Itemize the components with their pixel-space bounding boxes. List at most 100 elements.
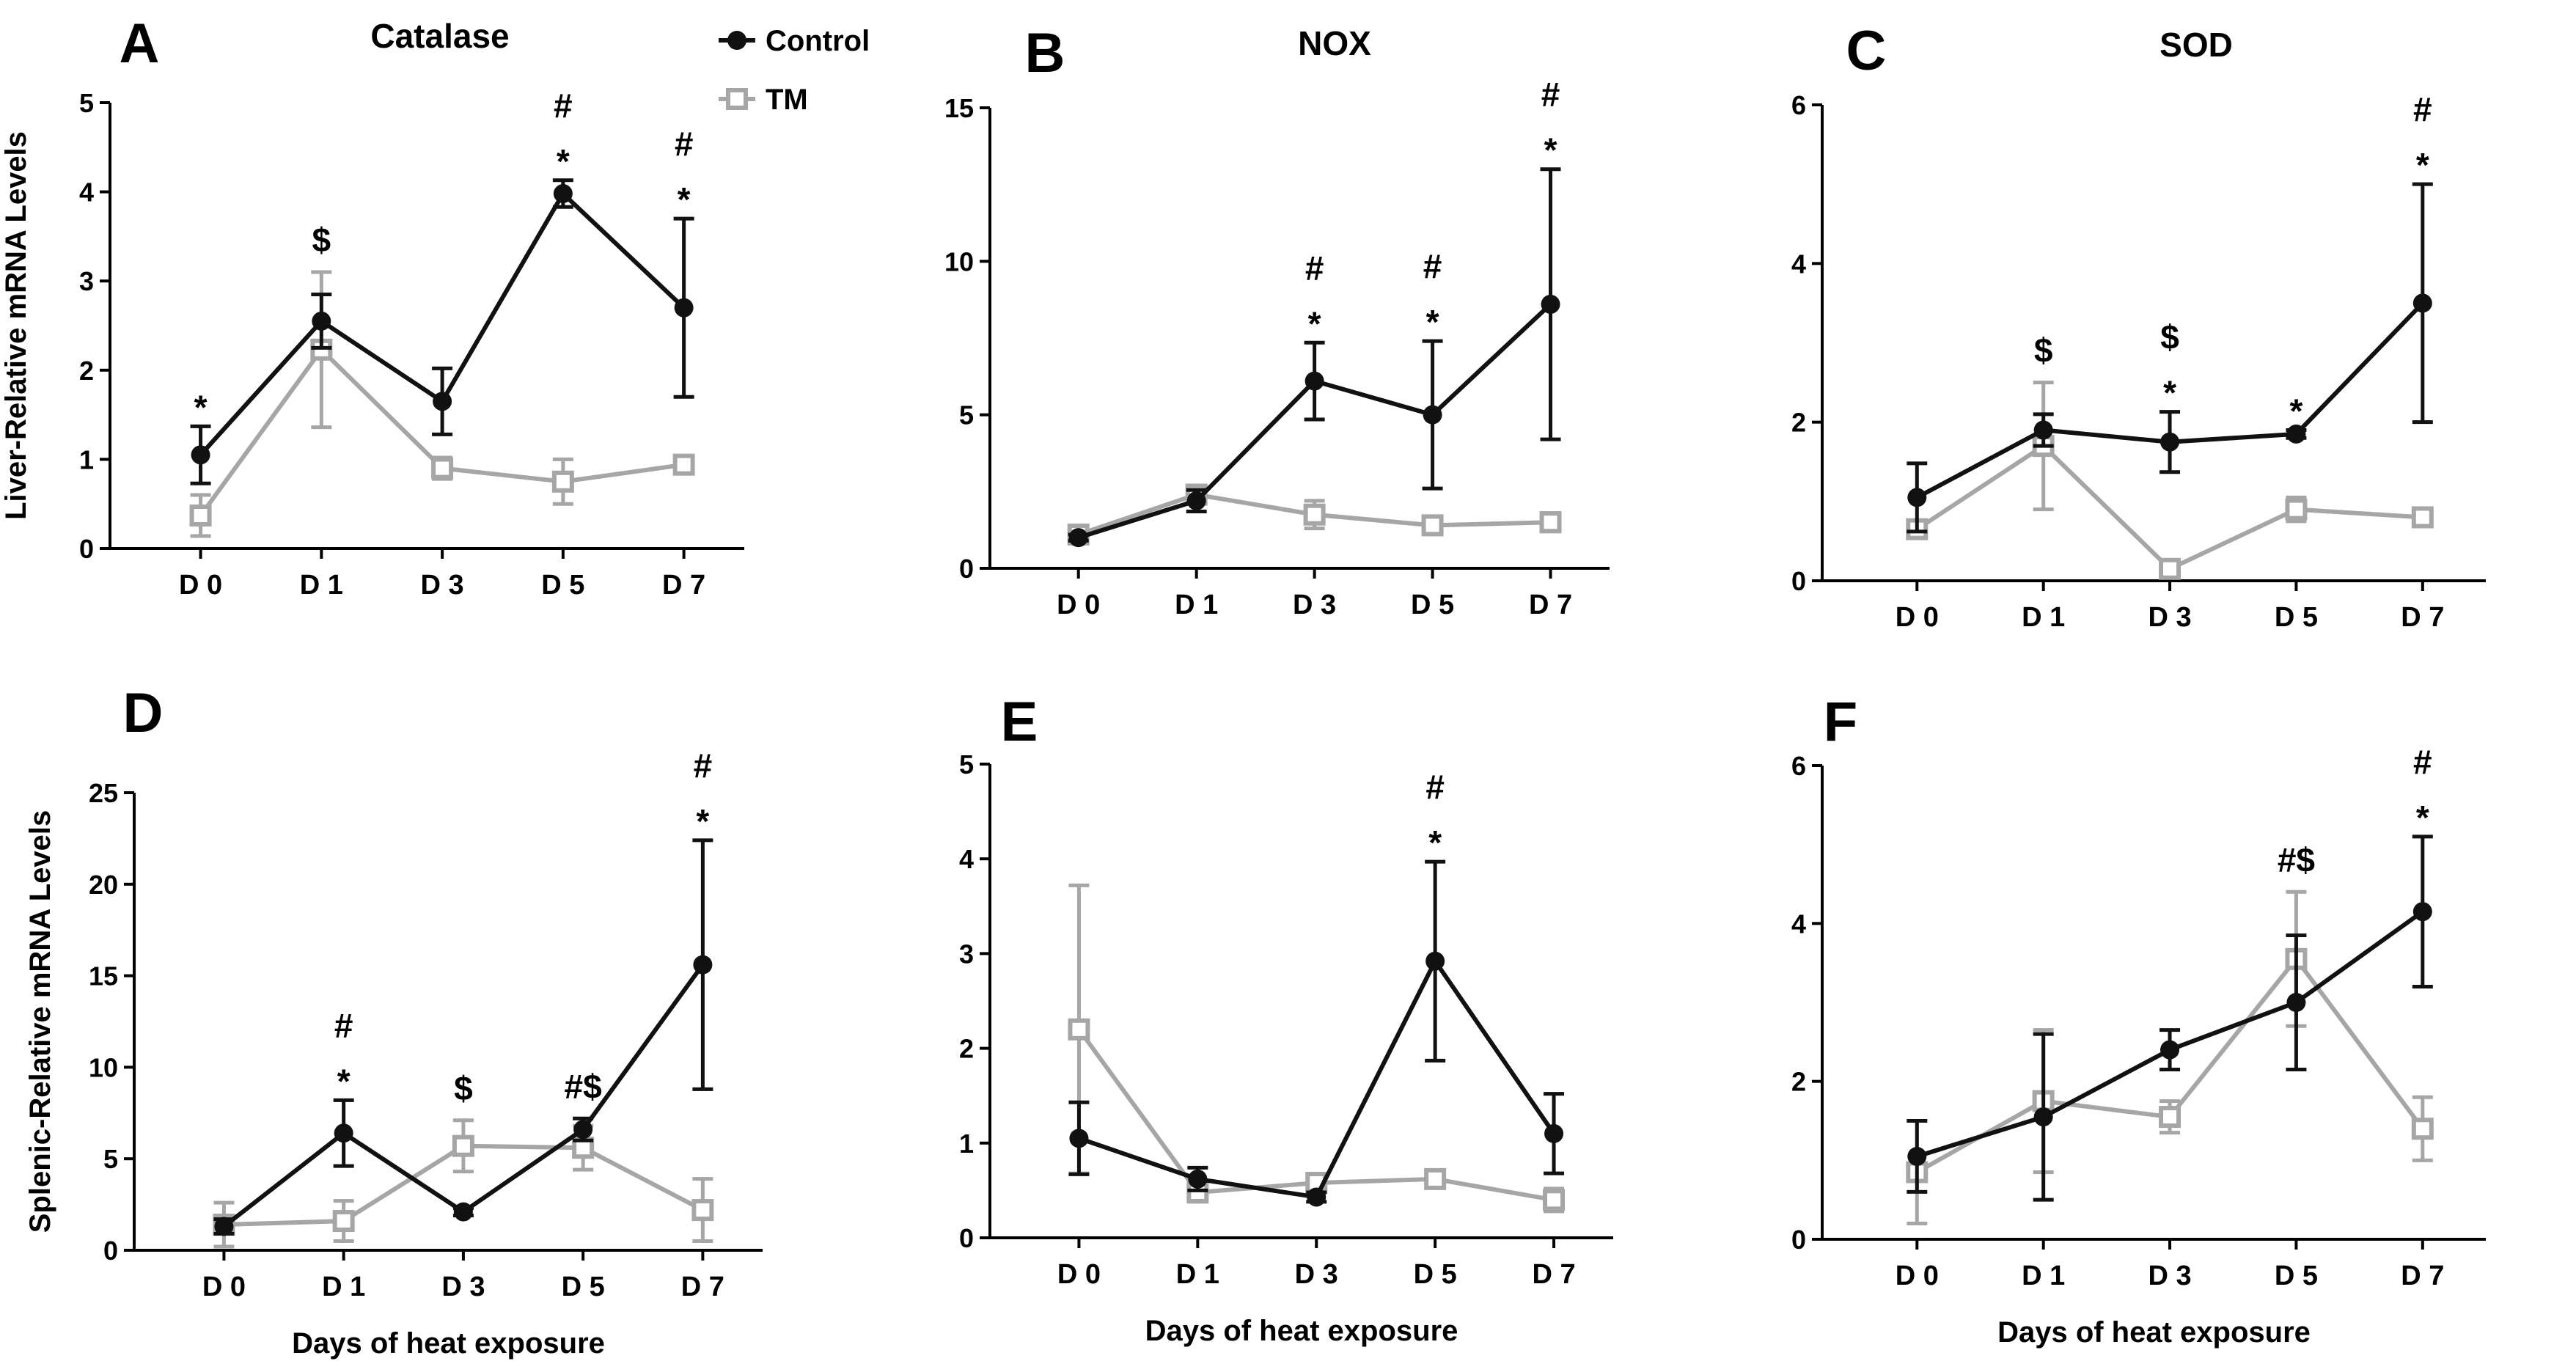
significance-label: $ xyxy=(454,1069,473,1107)
significance-label: #$ xyxy=(2278,840,2315,878)
x-tick-label: D 0 xyxy=(1896,1261,1939,1291)
series-tm xyxy=(213,1118,714,1249)
significance-label: # xyxy=(334,1006,353,1044)
significance-label: # xyxy=(694,746,713,785)
legend: Control TM xyxy=(719,25,870,116)
x-tick-label: D 3 xyxy=(2148,1261,2191,1291)
data-point xyxy=(1421,514,1444,537)
data-point xyxy=(2033,1107,2053,1127)
y-tick-label: 0 xyxy=(1791,1225,1806,1255)
data-point xyxy=(1307,1187,1326,1207)
legend-tm-marker xyxy=(726,88,748,110)
y-tick-label: 5 xyxy=(959,749,974,779)
series-tm xyxy=(1067,483,1562,546)
panel-a: 0 1 2 3 4 5 D 0 D 1 D 3 D 5 D 7 A Catalase Liver-Rela… xyxy=(0,12,744,601)
data-point xyxy=(2160,432,2180,452)
data-point xyxy=(1068,1018,1090,1041)
panel-d: 0 5 10 15 20 25 D 0 D 1 D 3 D 5 D 7 D Splenic-Relati… xyxy=(24,682,763,1360)
y-tick-label: 4 xyxy=(1791,909,1806,939)
data-point xyxy=(453,1202,473,1222)
data-point xyxy=(1424,1167,1447,1190)
x-axis-label: Days of heat exposure xyxy=(1997,1316,2311,1349)
x-tick-label: D 0 xyxy=(1057,1259,1101,1290)
data-point xyxy=(573,1120,593,1140)
significance-label: $ xyxy=(2160,318,2179,356)
data-point xyxy=(1186,491,1206,510)
y-axis-label: Liver-Relative mRNA Levels xyxy=(0,131,32,520)
significance-label: # xyxy=(554,87,573,125)
x-tick-label: D 0 xyxy=(202,1272,246,1302)
x-tick-label: D 1 xyxy=(322,1272,365,1302)
data-point xyxy=(2159,557,2181,580)
panel-letter: A xyxy=(120,12,160,75)
y-tick-label: 4 xyxy=(79,177,94,208)
data-point xyxy=(691,1199,714,1222)
x-tick-label: D 0 xyxy=(1057,590,1100,620)
x-tick-label: D 7 xyxy=(1532,1259,1575,1290)
series-control xyxy=(190,178,694,485)
x-tick-label: D 5 xyxy=(2275,602,2318,633)
significance-label: * xyxy=(2163,374,2176,412)
significance-label: * xyxy=(557,142,570,180)
x-tick-label: D 0 xyxy=(1896,602,1939,633)
significance-label: * xyxy=(2416,146,2429,184)
panel-f: 0 2 4 6 D 0 D 1 D 3 D 5 D 7 F Days of heat exposur… xyxy=(1791,691,2486,1349)
x-tick-label: D 0 xyxy=(179,570,222,601)
panel-title: SOD xyxy=(2159,26,2233,64)
x-tick-label: D 3 xyxy=(421,570,464,601)
y-tick-label: 5 xyxy=(103,1144,118,1174)
y-tick-label: 6 xyxy=(1791,751,1806,781)
x-tick-label: D 5 xyxy=(541,570,584,601)
data-point xyxy=(1907,1146,1927,1166)
panel-title: Catalase xyxy=(370,17,509,55)
significance-label: # xyxy=(2413,743,2432,781)
y-tick-label: 20 xyxy=(89,870,118,900)
panel-letter: E xyxy=(1001,691,1038,753)
x-tick-label: D 7 xyxy=(681,1272,724,1302)
data-point xyxy=(1543,1189,1566,1211)
legend-control-label: Control xyxy=(766,25,870,57)
data-point xyxy=(2159,1106,2181,1129)
data-point xyxy=(332,1210,355,1233)
significance-label: # xyxy=(1305,249,1324,287)
y-tick-label: 15 xyxy=(944,93,974,123)
x-axis-label: Days of heat exposure xyxy=(292,1327,605,1360)
y-tick-label: 2 xyxy=(1791,408,1806,438)
data-point xyxy=(1068,528,1088,548)
series-line xyxy=(1078,958,1556,1200)
series-control xyxy=(1907,182,2433,534)
significance-label: # xyxy=(1541,76,1560,114)
legend-control-marker xyxy=(727,31,746,50)
data-point xyxy=(2286,424,2306,444)
x-tick-label: D 1 xyxy=(2022,602,2065,633)
y-tick-label: 0 xyxy=(959,554,974,584)
panel-c: 0 2 4 6 D 0 D 1 D 3 D 5 D 7 C SOD $ $ * * # * xyxy=(1791,20,2486,633)
data-point xyxy=(1907,488,1927,507)
y-tick-label: 3 xyxy=(79,266,94,296)
panel-letter: F xyxy=(1824,691,1857,753)
data-point xyxy=(1544,1123,1564,1143)
x-tick-label: D 1 xyxy=(1175,590,1218,620)
panels-layer: 0 1 2 3 4 5 D 0 D 1 D 3 D 5 D 7 A Catalase Liver-Rela… xyxy=(0,12,2486,1360)
panel-letter: B xyxy=(1025,22,1065,84)
y-tick-label: 2 xyxy=(1791,1067,1806,1097)
x-tick-label: D 5 xyxy=(2275,1261,2318,1291)
y-tick-label: 10 xyxy=(944,246,974,276)
significance-label: * xyxy=(696,802,709,840)
data-point xyxy=(312,311,331,331)
x-tick-label: D 3 xyxy=(441,1272,485,1302)
data-point xyxy=(214,1217,234,1236)
y-tick-label: 2 xyxy=(79,356,94,386)
x-axis-label: Days of heat exposure xyxy=(1145,1315,1458,1347)
data-point xyxy=(2412,902,2432,922)
data-point xyxy=(2285,498,2308,521)
significance-label: #$ xyxy=(565,1067,602,1105)
x-tick-label: D 3 xyxy=(1295,1259,1338,1290)
data-point xyxy=(674,298,694,318)
significance-label: $ xyxy=(312,221,331,259)
data-point xyxy=(693,955,713,975)
y-tick-label: 10 xyxy=(89,1052,118,1082)
y-tick-label: 5 xyxy=(79,88,94,118)
x-tick-label: D 7 xyxy=(2401,602,2444,633)
